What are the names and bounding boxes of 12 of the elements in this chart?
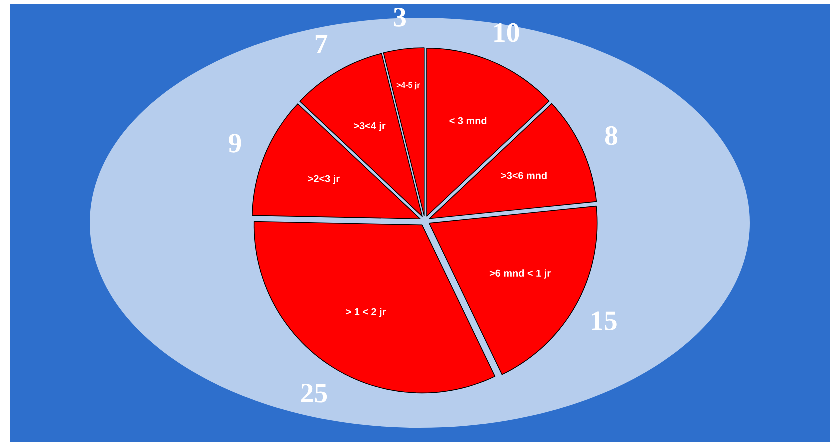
data-label: 7 xyxy=(316,35,328,54)
slice-label: >6 mnd < 1 jr xyxy=(490,270,551,279)
slice-label: >3<4 jr xyxy=(354,122,386,132)
slice-label: >3<6 mnd xyxy=(501,172,547,180)
slice-label: >2<3 jr xyxy=(308,175,340,184)
data-label: 25 xyxy=(301,384,328,403)
slice-label: > 1 < 2 jr xyxy=(346,308,386,318)
data-label: 15 xyxy=(592,312,617,330)
slice-label: < 3 mnd xyxy=(450,117,487,124)
data-label: 8 xyxy=(605,126,618,146)
data-label: 10 xyxy=(494,23,520,42)
data-label: 9 xyxy=(229,134,242,153)
